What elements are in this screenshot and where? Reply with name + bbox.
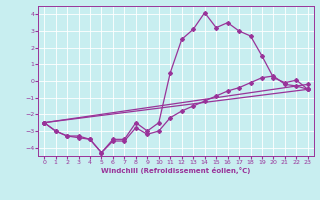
X-axis label: Windchill (Refroidissement éolien,°C): Windchill (Refroidissement éolien,°C)	[101, 167, 251, 174]
